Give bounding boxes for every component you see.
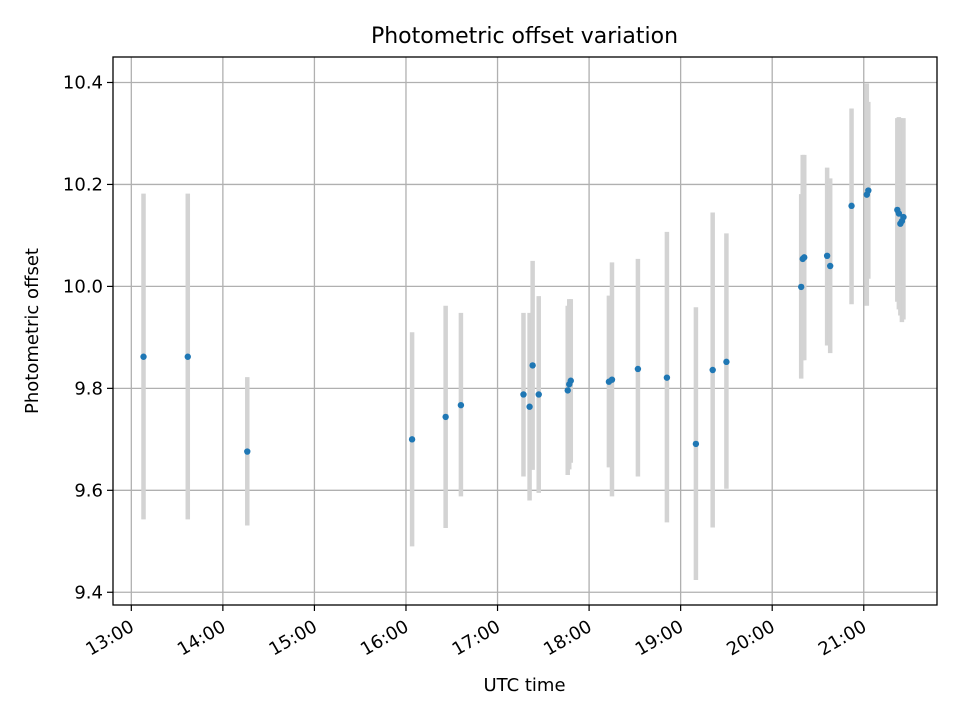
chart-title: Photometric offset variation (371, 24, 678, 49)
data-point (535, 391, 542, 398)
data-point (848, 202, 855, 210)
data-point (634, 365, 642, 373)
data-point (526, 403, 533, 410)
y-tick-label: 9.4 (74, 582, 103, 603)
data-point (692, 440, 700, 448)
data-point (709, 366, 716, 374)
data-point (865, 187, 872, 194)
data-point (826, 262, 834, 270)
data-point (529, 362, 536, 369)
data-point (520, 391, 527, 398)
data-point (408, 436, 416, 443)
data-points (140, 187, 907, 455)
y-tick-label: 9.8 (74, 378, 103, 399)
data-point (140, 353, 147, 360)
data-point (663, 374, 671, 381)
data-point (442, 413, 449, 421)
data-point (723, 358, 730, 366)
data-point (608, 376, 616, 383)
y-tick-label: 10.0 (63, 276, 103, 297)
data-point (244, 448, 251, 455)
data-point (184, 353, 191, 360)
data-point (567, 377, 574, 384)
data-point (900, 213, 907, 221)
data-point (457, 401, 465, 409)
data-point (895, 210, 903, 217)
y-tick-label: 10.4 (63, 72, 103, 93)
data-point (564, 387, 571, 394)
y-tick-label: 10.2 (63, 174, 103, 195)
plot-frame (112, 56, 938, 606)
grid (113, 57, 937, 605)
data-point (823, 252, 831, 260)
x-axis-label: UTC time (483, 675, 565, 696)
y-axis: 9.4 9.6 9.8 10.0 10.2 10.4 (63, 72, 113, 603)
data-point (801, 254, 808, 261)
y-tick-label: 9.6 (74, 480, 103, 501)
y-axis-label: Photometric offset (22, 248, 43, 414)
data-point (797, 283, 805, 291)
